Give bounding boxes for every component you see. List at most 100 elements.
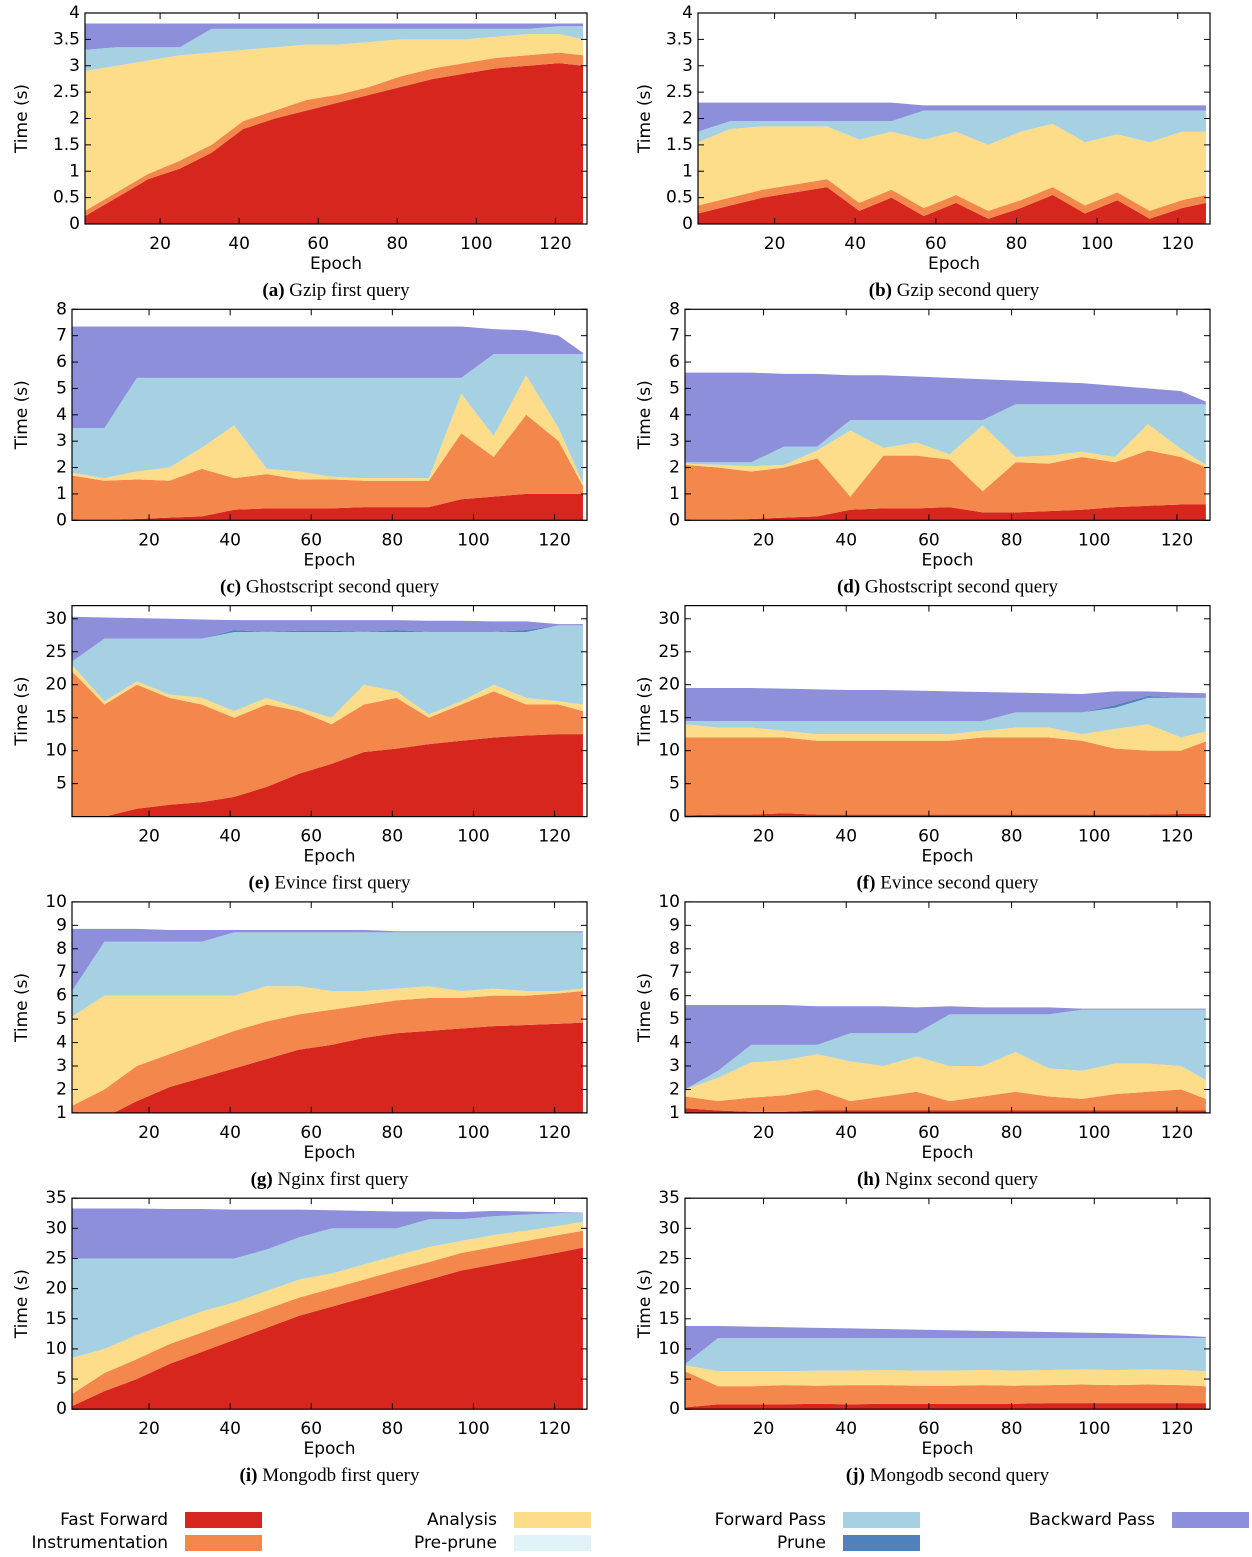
area [85,34,584,211]
caption: (b) Gzip second query [869,280,1040,301]
panel: 5 10 15 20 25 30 20 40 60 80 100 120 Epoch Time (s) (e… [12,604,588,894]
x-tick-label: 80 [1001,1123,1023,1143]
x-axis-label: Epoch [303,847,355,867]
y-tick-label: 0.5 [53,188,80,208]
x-tick-label: 40 [219,1419,241,1439]
caption-label: (i) [240,1466,258,1487]
x-tick-label: 60 [300,1419,322,1439]
panel: 0 0.5 1 1.5 2 2.5 3 3.5 4 20 40 60 80 100 120 Epoch Time… [12,3,588,301]
area [685,737,1206,816]
x-tick-label: 80 [1001,530,1023,550]
area [685,724,1206,751]
panel: 1 2 3 4 5 6 7 8 9 10 20 40 60 80 100 120 Epoch Time (s) (g… [12,892,588,1190]
x-tick-label: 100 [457,1123,489,1143]
legend-swatch [843,1535,920,1551]
caption: (d) Ghostscript second query [837,577,1059,598]
caption-text: Gzip first query [289,280,410,301]
caption: (f) Evince second query [856,873,1039,894]
y-tick-label: 1 [69,161,80,181]
area [72,664,583,725]
caption-label: (h) [857,1169,880,1190]
y-axis-label: Time (s) [12,84,32,154]
caption-label: (c) [220,577,241,598]
caption-text: Ghostscript second query [246,577,440,598]
legend-label: Fast Forward [60,1510,168,1530]
y-tick-label: 1 [669,484,680,504]
y-tick-label: 10 [45,741,67,761]
x-tick-label: 20 [753,827,775,847]
x-tick-label: 120 [1161,827,1193,847]
area [72,493,583,521]
area [685,695,1206,721]
x-tick-label: 100 [1078,827,1110,847]
y-tick-label: 10 [45,892,67,912]
area [685,1108,1206,1113]
caption-text: Nginx first query [278,1169,409,1190]
y-tick-label: 2 [56,1079,67,1099]
y-tick-label: 7 [669,326,680,346]
y-tick-label: 25 [658,642,680,662]
x-axis-label: Epoch [928,254,980,274]
y-tick-label: 3 [69,56,80,76]
y-tick-label: 2 [56,458,67,478]
y-tick-label: 3.5 [53,29,80,49]
y-tick-label: 20 [658,1279,680,1299]
x-tick-label: 40 [219,827,241,847]
caption-label: (e) [249,873,270,894]
legend-label: Backward Pass [1029,1510,1155,1530]
y-tick-label: 4 [69,3,80,23]
y-tick-label: 3 [669,1056,680,1076]
x-tick-label: 20 [138,530,160,550]
y-tick-label: 30 [45,609,67,629]
area [72,734,583,817]
y-tick-label: 10 [658,1339,680,1359]
area [685,697,1206,738]
y-tick-label: 5 [56,1369,67,1389]
x-tick-label: 60 [300,827,322,847]
legend-label: Instrumentation [31,1533,168,1553]
area [685,504,1206,521]
x-tick-label: 60 [918,530,940,550]
x-tick-label: 80 [1001,1419,1023,1439]
x-tick-label: 80 [382,530,404,550]
caption-text: Evince second query [880,873,1039,894]
area [685,450,1206,521]
y-tick-label: 1.5 [666,135,693,155]
area [698,110,1206,145]
y-tick-label: 6 [56,352,67,372]
y-tick-label: 25 [45,1248,67,1268]
y-tick-label: 5 [56,1009,67,1029]
y-tick-label: 2 [682,109,693,129]
caption: (i) Mongodb first query [240,1466,420,1487]
y-tick-label: 15 [45,708,67,728]
x-tick-label: 100 [460,234,492,254]
plot-area [72,616,583,817]
y-tick-label: 0 [669,1399,680,1419]
y-tick-label: 1 [56,484,67,504]
panel: 0 1 2 3 4 5 6 7 8 20 40 60 80 100 120 Epoch Time (s) (d) … [635,299,1211,598]
panel: 0 0.5 1 1.5 2 2.5 3 3.5 4 20 40 60 80 100 120 Epoch Time… [635,3,1211,301]
y-tick-label: 15 [658,708,680,728]
plot-frame [684,1197,1211,1410]
x-tick-label: 60 [307,234,329,254]
y-axis-label: Time (s) [635,973,655,1043]
x-axis-label: Epoch [310,254,362,274]
y-tick-label: 4 [669,405,680,425]
x-axis-label: Epoch [921,1439,973,1459]
x-tick-label: 60 [300,1123,322,1143]
y-tick-label: 8 [56,939,67,959]
caption-text: Ghostscript second query [865,577,1059,598]
y-tick-label: 3 [669,431,680,451]
y-tick-label: 5 [56,378,67,398]
y-tick-label: 8 [669,939,680,959]
area [685,1403,1206,1410]
y-tick-label: 3.5 [666,29,693,49]
plot-frame [71,1197,588,1410]
area [685,1365,1206,1387]
y-tick-label: 1 [669,1103,680,1123]
caption: (a) Gzip first query [262,280,410,301]
area [72,375,583,487]
legend-label: Pre-prune [414,1533,497,1553]
caption: (g) Nginx first query [251,1169,409,1190]
y-tick-label: 30 [45,1218,67,1238]
